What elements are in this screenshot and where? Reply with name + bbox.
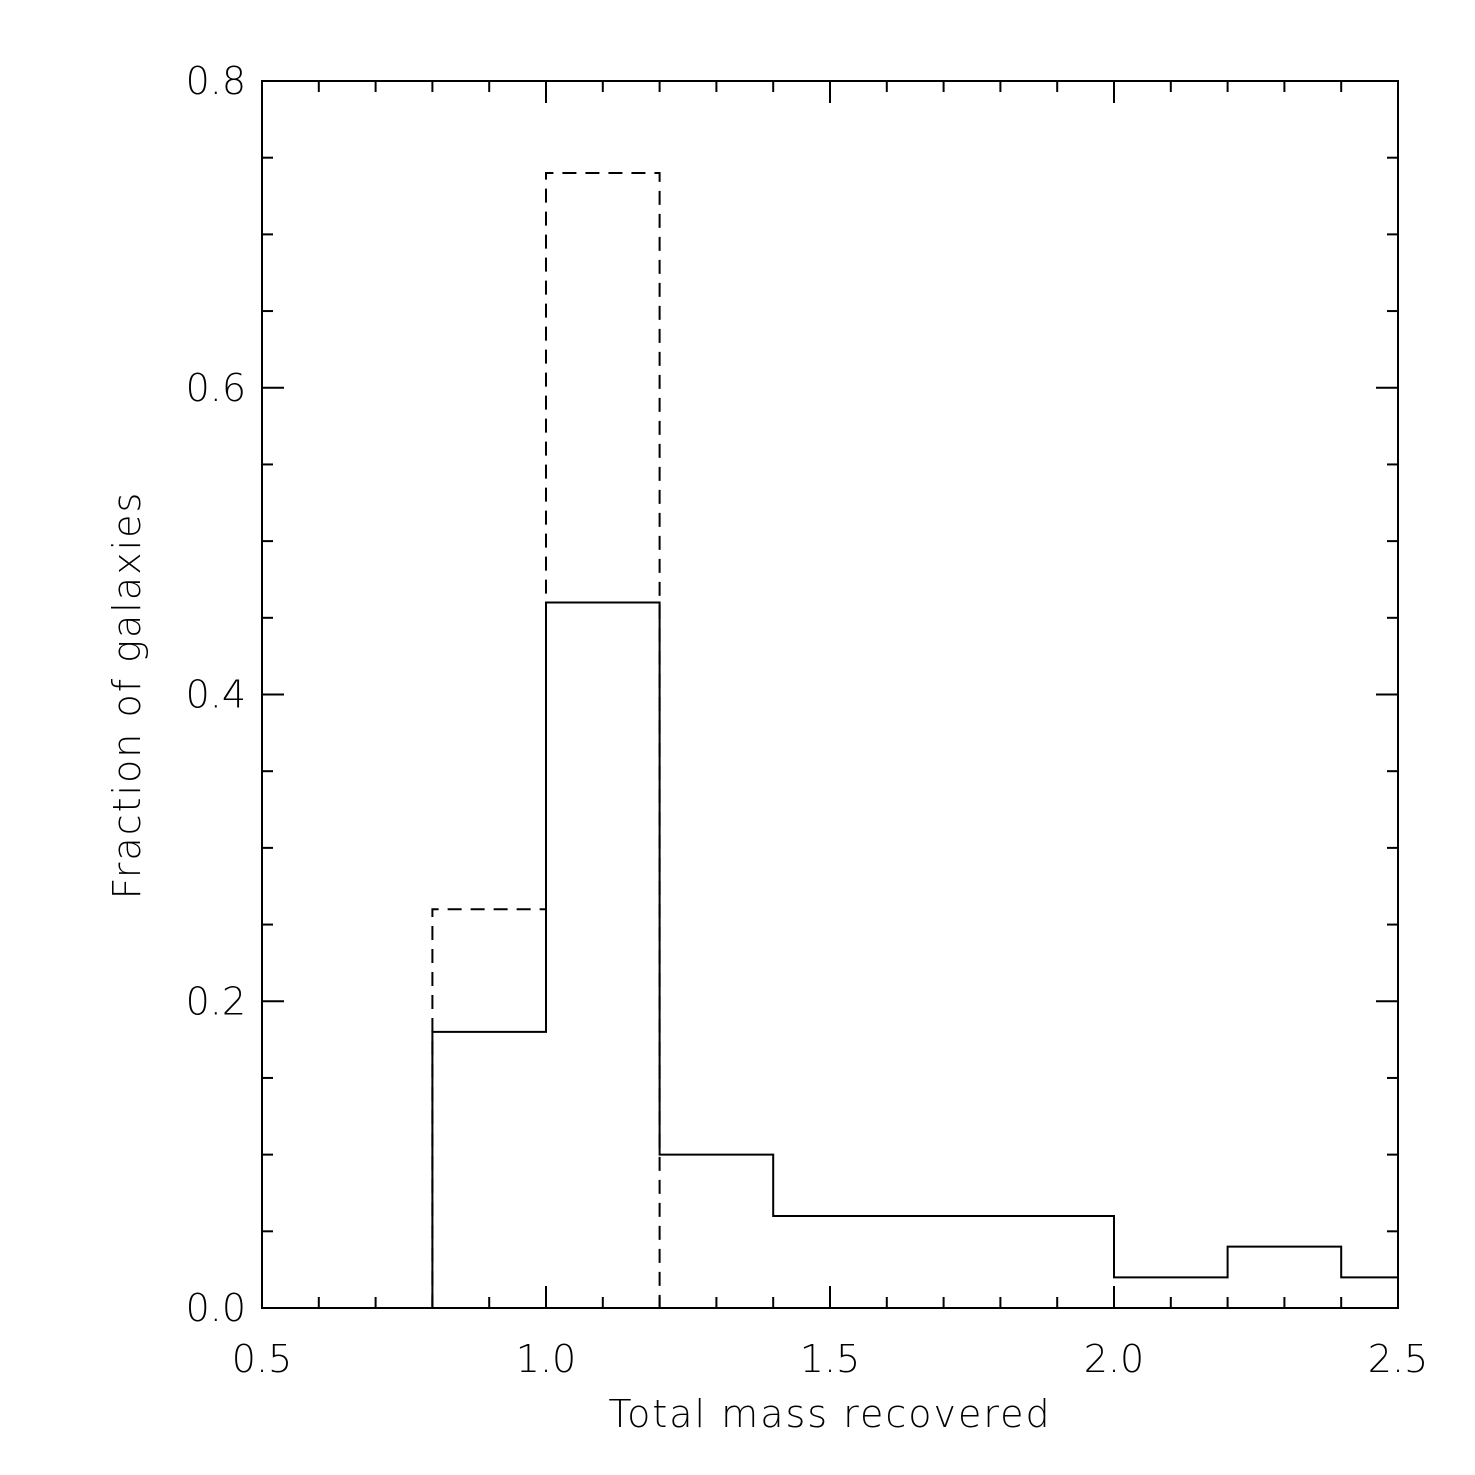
- histogram-series: [431, 172, 1398, 1308]
- x-tick-label: 0.5: [232, 1337, 292, 1381]
- x-tick-label: 1.5: [800, 1337, 860, 1381]
- y-tick-label: 0.2: [186, 979, 246, 1023]
- dashed-histogram-line: [431, 172, 661, 1308]
- tick-labels: 0.5 1.0 1.5 2.0 2.5 0.0 0.2 0.4 0.6 0.8: [186, 59, 1429, 1381]
- x-tick-label: 2.5: [1368, 1337, 1428, 1381]
- y-tick-label: 0.4: [186, 673, 246, 717]
- y-tick-label: 0.8: [186, 59, 246, 103]
- x-tick-label: 2.0: [1084, 1337, 1144, 1381]
- y-tick-label: 0.0: [186, 1286, 246, 1330]
- plot-frame: [261, 80, 1399, 1309]
- x-axis-title: Total mass recovered: [608, 1392, 1051, 1436]
- y-axis-title: Fraction of galaxies: [105, 491, 149, 900]
- y-tick-label: 0.6: [186, 366, 246, 410]
- solid-histogram-line: [431, 601, 1398, 1308]
- x-tick-label: 1.0: [516, 1337, 576, 1381]
